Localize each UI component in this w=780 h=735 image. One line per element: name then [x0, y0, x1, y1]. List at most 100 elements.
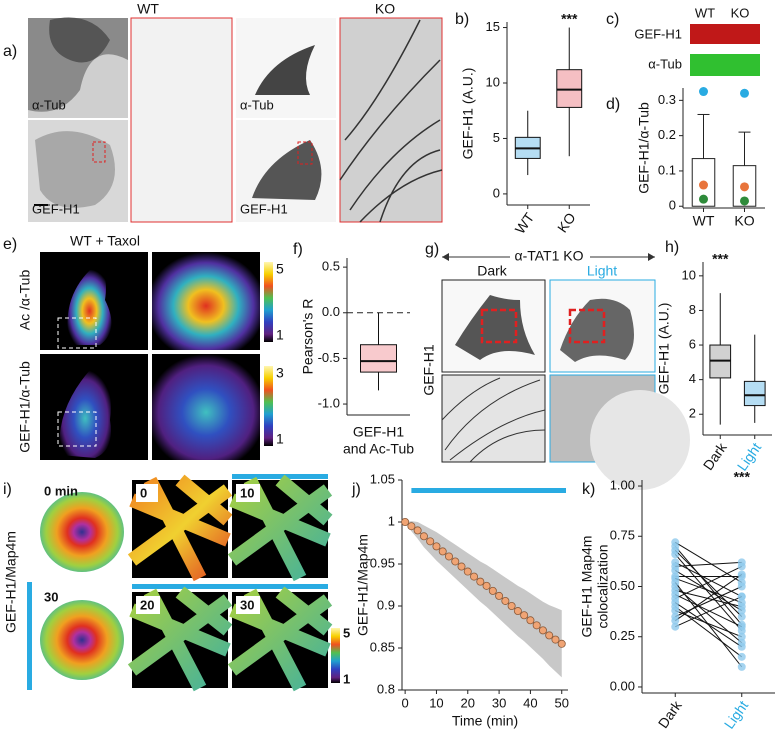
- y-axis-label: GEF-H1 Map4m: [579, 536, 595, 638]
- data-point: [526, 616, 535, 625]
- data-point: [740, 88, 749, 98]
- y-tick-label: 0.8: [377, 681, 395, 696]
- y-axis-label: GEF-H1/Map4m: [355, 534, 371, 636]
- blot-band: [690, 24, 760, 44]
- y-tick-label: 0.3: [658, 92, 676, 107]
- y-tick-label: 0.0: [322, 304, 340, 319]
- pair-line: [675, 577, 742, 604]
- pair-line: [675, 596, 742, 628]
- x-tick-label: Light: [721, 698, 752, 732]
- image-label: GEF-H1: [240, 201, 288, 216]
- x-tick-label: 20: [461, 695, 475, 710]
- pair-line: [675, 586, 742, 618]
- panel-label: e): [3, 236, 17, 253]
- colorbar-label: 1: [276, 431, 284, 447]
- y-axis-label: Pearson's R: [300, 299, 316, 375]
- data-point: [463, 567, 472, 576]
- label-bg: [136, 484, 158, 502]
- data-point: [671, 562, 680, 571]
- data-point: [737, 598, 746, 607]
- data-point: [444, 552, 453, 561]
- lane-label: KO: [731, 5, 750, 20]
- x-tick-label: Dark: [655, 697, 686, 731]
- data-point: [407, 522, 416, 531]
- data-point: [740, 196, 749, 206]
- data-point: [737, 632, 746, 641]
- data-point: [699, 194, 708, 204]
- panel-label: b): [455, 11, 469, 28]
- image-label: GEF-H1: [32, 201, 80, 216]
- colorbar-label: 1: [276, 327, 284, 343]
- filaments: [227, 586, 333, 692]
- data-point: [737, 606, 746, 615]
- x-tick-label: KO: [734, 213, 754, 229]
- y-tick-label: 0.9: [377, 597, 395, 612]
- nucleus: [590, 390, 690, 490]
- pair-line: [674, 574, 743, 622]
- pair-line: [674, 545, 743, 626]
- data-point: [671, 538, 680, 547]
- box: [360, 344, 397, 373]
- data-point: [671, 616, 680, 625]
- data-point: [699, 87, 708, 97]
- row-label: GEF-H1/α-Tub: [17, 361, 33, 453]
- box: [556, 69, 583, 108]
- data-point: [545, 631, 554, 640]
- data-point: [737, 592, 746, 601]
- x-tick-label: WT: [512, 209, 538, 236]
- y-axis-label: GEF-H1/α-Tub: [636, 102, 652, 194]
- data-point: [737, 558, 746, 567]
- image-label: α-Tub: [240, 97, 274, 112]
- frame-label: 10: [240, 485, 254, 500]
- data-point: [737, 662, 746, 671]
- zoom-box: [568, 308, 606, 344]
- data-point: [470, 572, 479, 581]
- cell-shape: [255, 45, 315, 95]
- row-label: GEF-H1: [421, 344, 437, 396]
- label-bg: [136, 596, 160, 614]
- data-point: [501, 596, 510, 605]
- data-point: [551, 635, 560, 644]
- y-tick-label: 0.5: [322, 259, 340, 274]
- y-tick-label: 10: [486, 74, 500, 89]
- y-tick-label: 1.00: [610, 477, 635, 492]
- y-tick-label: 0: [493, 185, 500, 200]
- x-tick-label: WT: [693, 213, 715, 229]
- blot-band: [690, 54, 760, 76]
- zoom-box: [92, 141, 106, 163]
- zoom-box: [480, 308, 518, 344]
- data-point: [557, 639, 566, 648]
- y-tick-label: 4: [689, 371, 696, 386]
- data-point: [737, 612, 746, 621]
- scale-bar: [34, 204, 48, 206]
- frame-label: 30: [44, 589, 58, 604]
- data-point: [507, 602, 516, 611]
- cell-shape: [59, 370, 111, 458]
- zoom-box: [57, 317, 97, 349]
- panel-c: c) WT KO GEF-H1 α-Tub: [606, 5, 760, 76]
- data-point: [699, 180, 708, 190]
- microtubules: [441, 377, 546, 463]
- y-tick-label: 0.50: [610, 578, 635, 593]
- y-tick-label: 0.00: [610, 678, 635, 693]
- panel-title: WT + Taxol: [70, 233, 140, 249]
- pair-line: [675, 594, 742, 628]
- label-bg: [236, 484, 260, 502]
- annotation: ***: [734, 469, 751, 485]
- row-label: GEF-H1: [634, 26, 682, 41]
- cell-shape: [35, 131, 115, 208]
- y-tick-label: 8: [689, 302, 696, 317]
- data-point: [401, 518, 410, 527]
- data-point: [671, 590, 680, 599]
- y-tick-label: 1.05: [370, 471, 395, 486]
- x-tick-label: 10: [429, 695, 443, 710]
- zoom-box: [297, 141, 313, 165]
- frame-label: 30: [240, 597, 254, 612]
- data-point: [432, 542, 441, 551]
- y-tick-label: -1.0: [318, 395, 340, 410]
- panel-label: g): [425, 241, 439, 258]
- lane-label: WT: [695, 5, 715, 20]
- x-tick-label: Dark: [700, 439, 731, 473]
- panel-a: a) WT KO α-Tub GEF-H1 α-Tub GEF-H1: [3, 1, 443, 223]
- x-tick-label: 40: [523, 695, 537, 710]
